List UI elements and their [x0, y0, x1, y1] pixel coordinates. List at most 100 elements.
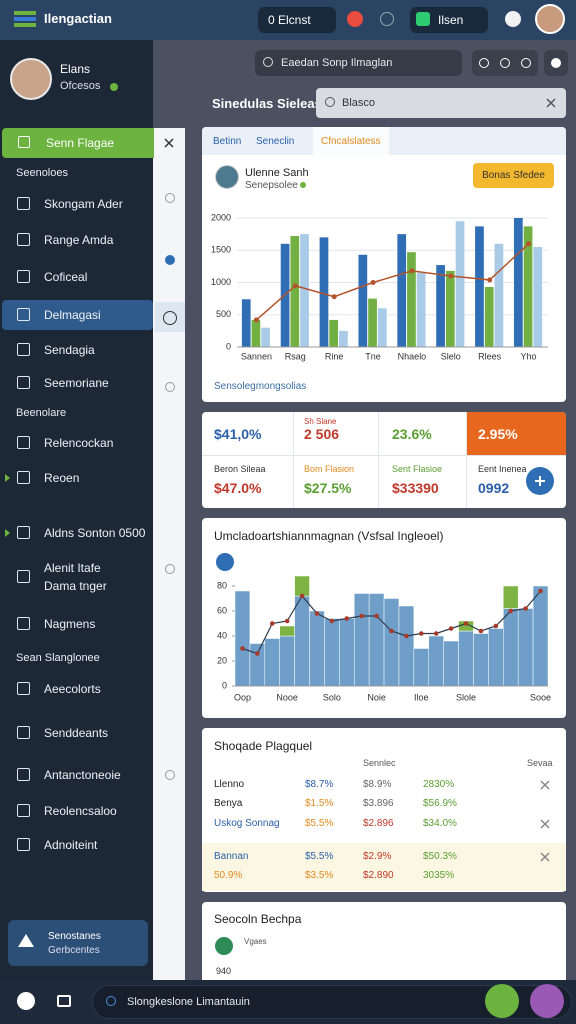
x-tick-label: Slole — [456, 692, 476, 702]
x-tick-label: Rsag — [285, 351, 306, 361]
menu-item[interactable]: Range Amda — [44, 233, 114, 247]
primary-item[interactable]: Senn Flagae — [2, 128, 154, 158]
menu-item[interactable]: Skongam Ader — [44, 197, 123, 211]
x-tick-label: Slelo — [441, 351, 461, 361]
bar-chart: 0 500 1000 1500 2000 Sannen Rsag Rine Tne Nhaelo S… — [211, 212, 548, 361]
strip-icon — [163, 311, 177, 325]
menu-item[interactable]: Reoen — [44, 471, 80, 485]
trend-point — [314, 611, 320, 616]
bar — [319, 237, 329, 347]
bar — [398, 605, 415, 687]
menu-item[interactable]: Sendagia — [44, 343, 95, 357]
header-avatar[interactable] — [535, 4, 565, 34]
alert-icon[interactable] — [347, 11, 363, 27]
close-glyph — [546, 98, 556, 108]
bar — [279, 625, 295, 637]
menu-icon — [17, 471, 30, 484]
table-cell: $50.3% — [423, 851, 457, 862]
status-icon[interactable] — [380, 12, 394, 26]
menu-item[interactable]: Nagmens — [44, 617, 96, 631]
bar — [294, 575, 310, 597]
trend-point — [523, 606, 528, 611]
bar — [339, 330, 348, 347]
logo-stripe — [14, 17, 36, 21]
menu-item[interactable]: Delmagasi — [44, 308, 101, 322]
strip-icon — [165, 382, 175, 392]
trend-point — [463, 621, 469, 626]
x-tick-label: Sannen — [241, 351, 272, 361]
table-cell: Uskog Sonnag — [214, 818, 280, 829]
x-tick-label: Tne — [365, 351, 381, 361]
tab[interactable]: Seneclin — [256, 136, 295, 147]
menu-item[interactable]: Adnoiteint — [44, 838, 98, 852]
tool-icon[interactable] — [479, 58, 489, 68]
tab[interactable]: Betinn — [213, 136, 242, 147]
menu-item[interactable]: Aldns Sonton 0500 — [44, 526, 146, 540]
trend-point — [487, 277, 493, 283]
action-button[interactable]: Bonas Sfedee — [473, 163, 554, 188]
table-cell: Llenno — [214, 779, 245, 790]
close-glyph — [540, 819, 550, 829]
menu-item[interactable]: Reolencsaloo — [44, 804, 117, 818]
table-cell: $56.9% — [423, 798, 457, 809]
table-cell: $8.7% — [305, 779, 334, 790]
close-icon[interactable] — [539, 779, 551, 791]
kpi-value: $47.0% — [214, 480, 262, 496]
tool-icon[interactable] — [521, 58, 531, 68]
bar — [324, 618, 340, 687]
menu-item[interactable]: Alenit Itafe Dama tnger — [44, 561, 107, 593]
tool-icon[interactable] — [500, 58, 510, 68]
kpi-label: Sent Flasioe — [392, 464, 443, 474]
x-tick-label: Solo — [323, 692, 341, 702]
bar — [368, 593, 385, 687]
tab[interactable]: Cfncalslatess — [321, 136, 381, 147]
notify-icon[interactable] — [505, 11, 521, 27]
menu-item[interactable]: Aeecolorts — [44, 682, 101, 696]
app-title: Ilengactian — [44, 11, 112, 26]
kpi-value: $27.5% — [304, 480, 352, 496]
menu-icon — [17, 526, 30, 539]
close-icon[interactable] — [545, 97, 557, 109]
bar — [443, 640, 459, 687]
table-cell: Bannan — [214, 851, 249, 862]
menu-item[interactable]: Senddeants — [44, 726, 109, 740]
menu-item[interactable]: Seemoriane — [44, 376, 109, 390]
bar — [407, 252, 416, 347]
menu-marker — [5, 474, 10, 482]
menu-item[interactable]: Relencockan — [44, 436, 114, 450]
confirm-button[interactable] — [485, 984, 519, 1018]
x-tick-label: Noie — [367, 692, 386, 702]
y-tick-label: 2000 — [211, 212, 231, 222]
bar — [428, 635, 444, 687]
header-pill[interactable]: 0 Elcnst — [258, 7, 336, 33]
bar — [234, 590, 251, 687]
menu-item[interactable]: Coficeal — [44, 270, 88, 284]
menu-item[interactable]: Antanctoneoie — [44, 768, 121, 782]
home-icon[interactable] — [17, 992, 35, 1010]
bar — [249, 643, 266, 687]
kpi-divider — [378, 412, 379, 508]
filter-box[interactable]: Blasco — [316, 88, 566, 118]
filter-icon — [325, 97, 335, 107]
trend-point — [240, 646, 245, 651]
kpi-caption: Sh Slane — [304, 417, 337, 426]
tab-active — [313, 127, 389, 155]
search-bar[interactable]: Eaedan Sonp Ilmaglan — [255, 50, 462, 76]
close-icon[interactable] — [539, 818, 551, 830]
bar — [484, 287, 494, 347]
user-role: Senepsolee — [245, 180, 298, 191]
bar — [445, 270, 455, 347]
bar — [455, 221, 465, 347]
trend-point — [374, 613, 379, 619]
close-icon[interactable] — [539, 851, 551, 863]
bar — [339, 618, 355, 687]
card-title: Senostanes — [48, 931, 101, 942]
bar — [503, 585, 519, 609]
grid-icon[interactable] — [57, 995, 71, 1007]
bar — [241, 299, 251, 347]
bar — [264, 638, 280, 687]
bar — [300, 234, 309, 347]
user-name: Ulenne Sanh — [245, 167, 309, 179]
close-icon[interactable] — [163, 137, 175, 149]
profile-button[interactable] — [530, 984, 564, 1018]
